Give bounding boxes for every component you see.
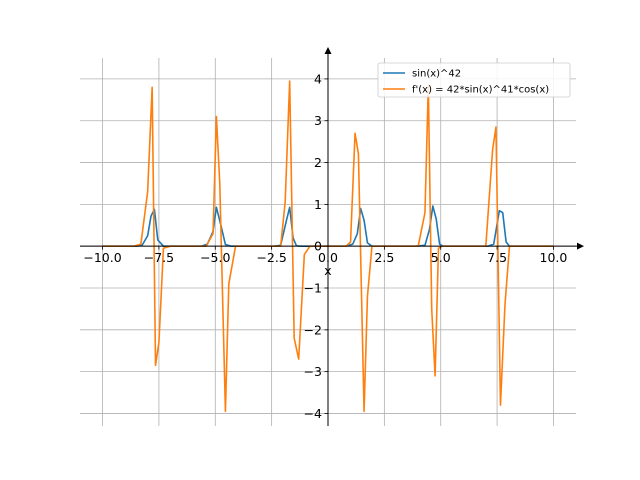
- y-tick-label-6: 2: [314, 155, 322, 170]
- x-tick-label-2: −5.0: [200, 250, 230, 265]
- legend: sin(x)^42 f'(x) = 42*sin(x)^41*cos(x): [377, 62, 571, 98]
- y-tick-label-7: 3: [314, 113, 322, 128]
- x-tick-label-6: 5.0: [431, 250, 451, 265]
- x-tick-label-1: −7.5: [144, 250, 174, 265]
- x-axis-arrow: [577, 242, 584, 250]
- y-tick-label-4: 0: [314, 239, 322, 254]
- x-tick-label-8: 10.0: [540, 250, 568, 265]
- ticks: −10.0 −7.5 −5.0 −2.5 0.0 2.5 5.0 7.5 10.0 −4 −3 −2 −…: [83, 71, 567, 421]
- y-axis-arrow: [324, 47, 332, 54]
- legend-label-0: sin(x)^42: [412, 69, 461, 80]
- y-tick-label-2: −2: [304, 322, 322, 337]
- x-axis-label: x: [324, 263, 331, 278]
- axes: [80, 47, 584, 426]
- y-tick-label-0: −4: [304, 406, 322, 421]
- x-tick-label-7: 7.5: [487, 250, 507, 265]
- x-tick-label-4: 0.0: [318, 250, 338, 265]
- legend-label-1: f'(x) = 42*sin(x)^41*cos(x): [412, 85, 549, 96]
- x-tick-label-0: −10.0: [83, 250, 121, 265]
- y-tick-label-5: 1: [314, 197, 322, 212]
- legend-box: [377, 62, 571, 98]
- y-tick-label-3: −1: [304, 281, 322, 296]
- x-tick-label-3: −2.5: [256, 250, 286, 265]
- x-tick-label-5: 2.5: [374, 250, 394, 265]
- y-tick-label-1: −3: [304, 364, 322, 379]
- y-tick-label-8: 4: [314, 71, 322, 86]
